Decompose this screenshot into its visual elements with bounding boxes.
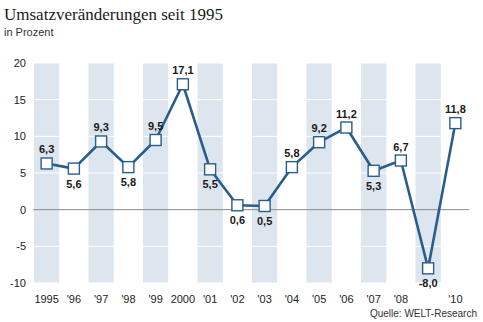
marker (286, 162, 297, 173)
marker (232, 200, 243, 211)
marker (68, 163, 79, 174)
marker (341, 122, 352, 133)
x-tick-label: '08 (394, 293, 408, 305)
grid (33, 63, 469, 283)
data-label: 9,3 (93, 121, 108, 133)
x-tick-label: '01 (203, 293, 217, 305)
y-tick-label: 20 (14, 57, 26, 69)
marker (368, 165, 379, 176)
x-tick-label: '96 (67, 293, 81, 305)
source: Quelle: WELT-Research (370, 308, 477, 319)
data-label: 0,5 (257, 215, 272, 227)
y-tick-label: 15 (14, 94, 26, 106)
data-label: 6,3 (39, 143, 54, 155)
data-label: 5,3 (366, 180, 381, 192)
marker (395, 155, 406, 166)
y-tick-label: 5 (20, 167, 26, 179)
data-label: -8,0 (419, 277, 438, 289)
marker (450, 118, 461, 129)
marker (96, 136, 107, 147)
y-tick-label: 0 (20, 204, 26, 216)
x-tick-label: '02 (230, 293, 244, 305)
marker (150, 135, 161, 146)
x-tick-label: 2000 (171, 293, 195, 305)
marker (259, 201, 270, 212)
grid-line (33, 246, 469, 247)
x-tick-label: '99 (148, 293, 162, 305)
x-tick-label: '04 (285, 293, 299, 305)
marker (41, 158, 52, 169)
marker (177, 79, 188, 90)
data-label: 17,1 (172, 64, 193, 76)
grid-line (33, 63, 469, 64)
y-tick-label: 10 (14, 130, 26, 142)
data-label: 0,6 (230, 214, 245, 226)
marker (423, 263, 434, 274)
y-tick-label: -10 (10, 277, 26, 289)
y-axis-line (33, 63, 34, 283)
data-label: 9,2 (311, 122, 326, 134)
x-tick-label: '98 (121, 293, 135, 305)
data-label: 5,8 (284, 147, 299, 159)
x-tick-label: '05 (312, 293, 326, 305)
subtitle: in Prozent (4, 26, 54, 38)
x-tick-label: '97 (94, 293, 108, 305)
data-label: 6,7 (393, 141, 408, 153)
data-label: 11,8 (445, 103, 466, 115)
data-label: 5,8 (121, 176, 136, 188)
plot (41, 79, 461, 274)
y-tick-label: -5 (16, 240, 26, 252)
marker (314, 137, 325, 148)
chart-svg: Umsatzveränderungen seit 1995 in Prozent -… (0, 0, 483, 322)
data-label: 5,6 (66, 178, 81, 190)
data-label: 9,5 (148, 120, 163, 132)
x-tick-label: '10 (448, 293, 462, 305)
data-label: 5,5 (202, 178, 217, 190)
chart-container: Umsatzveränderungen seit 1995 in Prozent -… (0, 0, 483, 322)
x-tick-label: 1995 (34, 293, 58, 305)
data-label: 11,2 (336, 108, 357, 120)
x-tick-label: '07 (366, 293, 380, 305)
grid-line (33, 209, 469, 210)
marker (205, 164, 216, 175)
grid-line (33, 283, 469, 284)
title: Umsatzveränderungen seit 1995 (4, 5, 223, 24)
marker (123, 162, 134, 173)
x-tick-label: '06 (339, 293, 353, 305)
series-line (47, 84, 456, 268)
grid-line (33, 99, 469, 100)
x-tick-label: '03 (257, 293, 271, 305)
